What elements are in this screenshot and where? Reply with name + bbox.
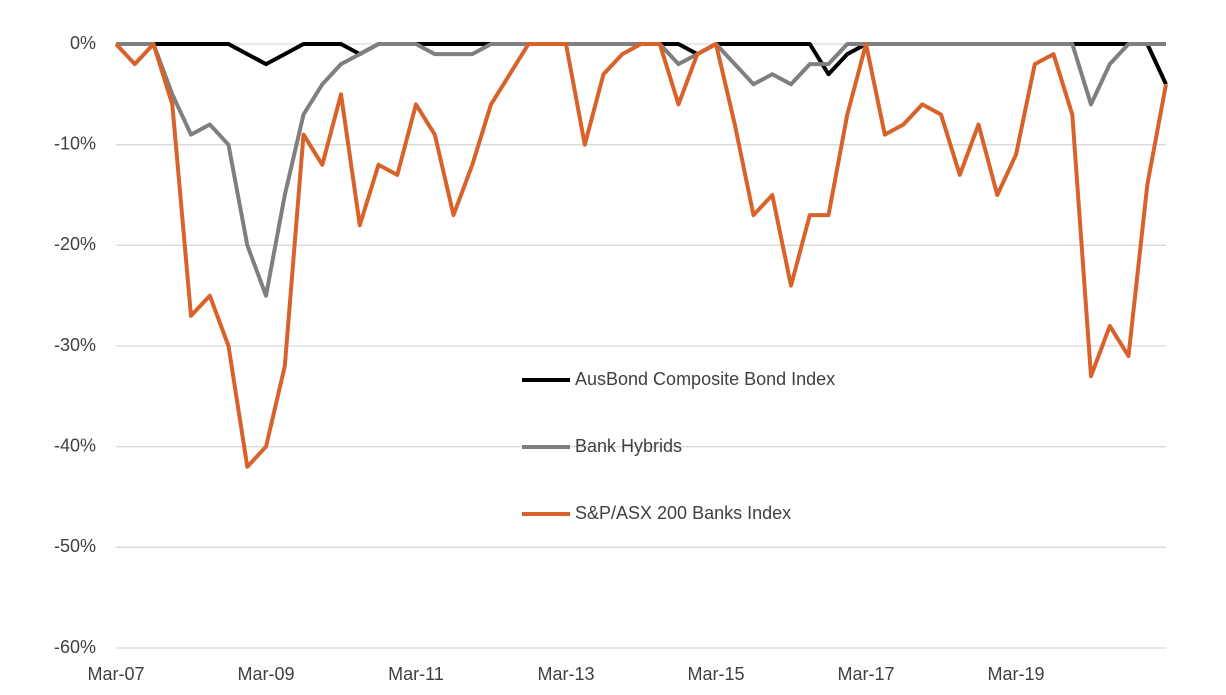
y-tick-label: -40% <box>54 435 96 455</box>
y-tick-label: 0% <box>70 33 96 53</box>
y-tick-label: -10% <box>54 133 96 153</box>
y-tick-label: -50% <box>54 536 96 556</box>
legend-label: S&P/ASX 200 Banks Index <box>575 503 791 523</box>
x-tick-label: Mar-15 <box>687 664 744 684</box>
x-tick-label: Mar-17 <box>837 664 894 684</box>
x-tick-label: Mar-07 <box>87 664 144 684</box>
legend-label: Bank Hybrids <box>575 436 682 456</box>
x-tick-label: Mar-09 <box>237 664 294 684</box>
series-line <box>114 42 1168 469</box>
x-tick-label: Mar-19 <box>987 664 1044 684</box>
series-line <box>116 42 1168 86</box>
x-tick-label: Mar-11 <box>388 664 444 684</box>
legend-label: AusBond Composite Bond Index <box>575 369 835 389</box>
y-tick-label: -60% <box>54 637 96 657</box>
x-tick-label: Mar-13 <box>537 664 594 684</box>
y-tick-label: -30% <box>54 335 96 355</box>
y-tick-label: -20% <box>54 234 96 254</box>
